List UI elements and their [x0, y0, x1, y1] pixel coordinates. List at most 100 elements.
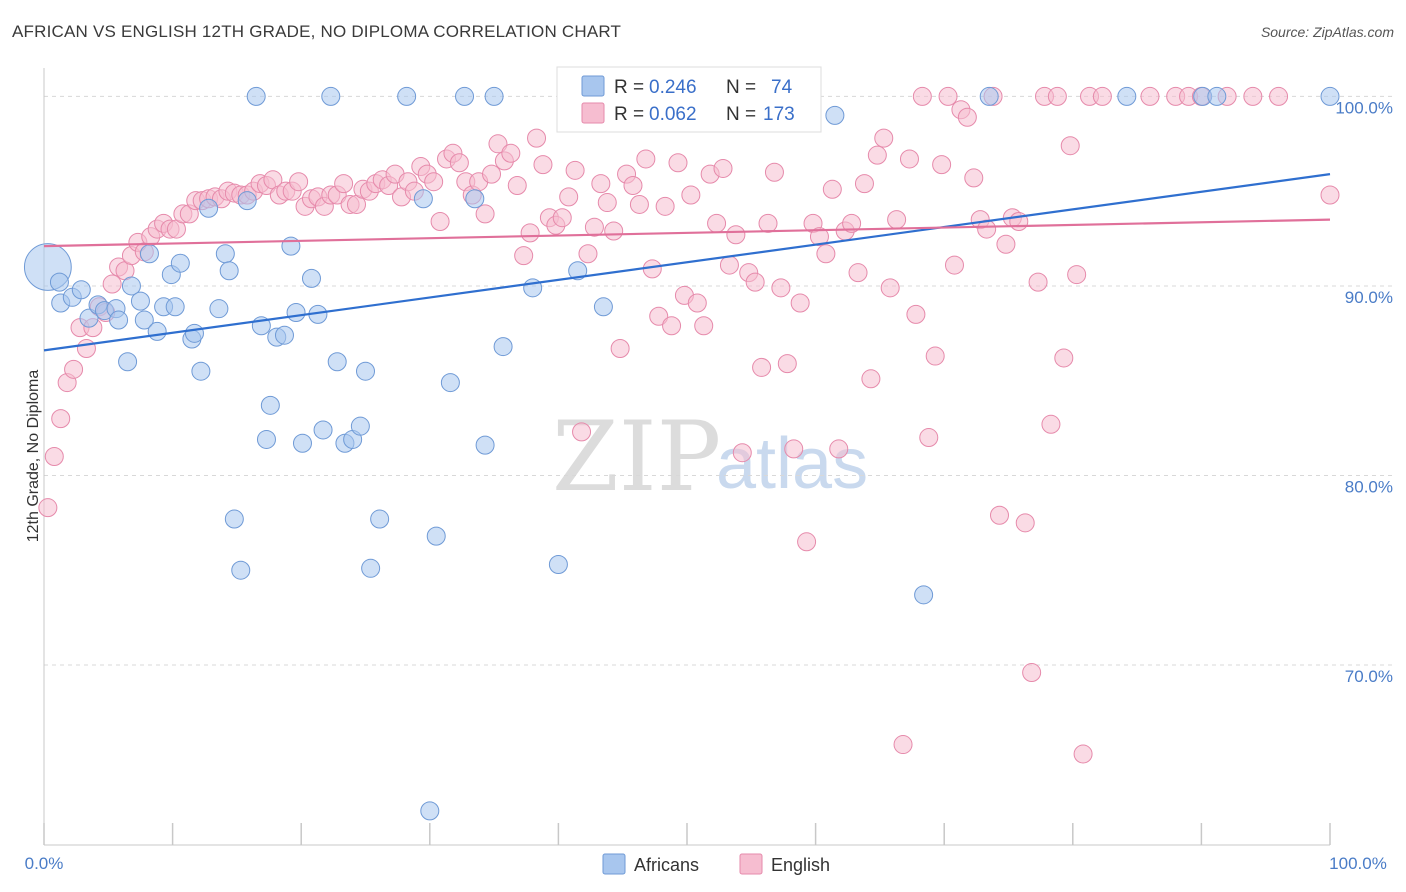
african-point-43 [327, 352, 347, 372]
african-point-32 [256, 429, 276, 449]
english-point-164 [1140, 86, 1160, 106]
english-point-77 [533, 155, 553, 175]
african-point-10 [118, 352, 138, 372]
african-point-23 [199, 198, 219, 218]
english-point-83 [572, 422, 592, 442]
watermark-zip: ZIP [552, 401, 721, 513]
african-point-13 [134, 310, 154, 330]
african-point-4 [71, 280, 91, 300]
english-point-157 [1047, 86, 1067, 106]
english-point-170 [1269, 86, 1289, 106]
english-point-102 [694, 316, 714, 336]
english-point-138 [925, 346, 945, 366]
y-tick-labels: 70.0% 80.0% 90.0% 100.0% [1335, 98, 1393, 686]
african-point-42 [321, 86, 341, 106]
english-n-label: N = [726, 104, 756, 125]
african-point-33 [260, 395, 280, 415]
english-trend-line [43, 218, 1331, 248]
african-point-19 [170, 253, 190, 273]
english-point-122 [822, 179, 842, 199]
african-point-39 [301, 268, 321, 288]
african-point-22 [191, 361, 211, 381]
african-point-50 [397, 86, 417, 106]
africans-n-value: 74 [771, 77, 793, 98]
y-tick-label-90: 90.0% [1345, 288, 1393, 307]
english-point-143 [957, 107, 977, 127]
y-tick-label-80: 80.0% [1345, 477, 1393, 496]
english-point-156 [1041, 414, 1061, 434]
african-point-59 [493, 337, 513, 357]
english-point-86 [591, 174, 611, 194]
english-n-value: 173 [763, 104, 795, 125]
african-point-24 [209, 299, 229, 319]
african-point-56 [465, 189, 485, 209]
legend-english-label: English [771, 855, 830, 875]
source-credit: Source: ZipAtlas.com [1260, 24, 1394, 40]
english-point-132 [887, 210, 907, 230]
english-point-92 [629, 194, 649, 214]
english-point-131 [880, 278, 900, 298]
english-point-85 [584, 217, 604, 237]
english-point-68 [475, 204, 495, 224]
english-point-159 [1060, 136, 1080, 156]
english-point-139 [932, 155, 952, 175]
y-axis-label: 12th Grade, No Diploma [25, 370, 42, 543]
english-point-80 [552, 208, 572, 228]
english-point-128 [861, 369, 881, 389]
african-point-30 [246, 86, 266, 106]
english-point-106 [719, 255, 739, 275]
africans-r-label: R = [614, 77, 644, 98]
english-point-100 [681, 185, 701, 205]
english-point-46 [334, 174, 354, 194]
english-point-110 [745, 272, 765, 292]
african-point-26 [219, 261, 239, 281]
african-point-52 [420, 801, 440, 821]
africans-points [23, 86, 1340, 821]
african-point-28 [231, 560, 251, 580]
english-point-121 [816, 244, 836, 264]
english-point-137 [919, 428, 939, 448]
english-point-144 [964, 168, 984, 188]
english-point-112 [758, 213, 778, 233]
english-point-10 [102, 274, 122, 294]
english-point-1 [44, 447, 64, 466]
african-point-62 [568, 261, 588, 281]
african-point-53 [426, 526, 446, 546]
legend-africans-swatch [602, 853, 626, 875]
english-point-133 [893, 735, 913, 755]
english-point-163 [1092, 86, 1112, 106]
english-point-6 [76, 338, 96, 358]
english-point-89 [610, 338, 630, 358]
english-point-108 [732, 443, 752, 463]
x-tick-label-0: 0.0% [25, 854, 64, 873]
african-point-69 [979, 86, 999, 106]
english-point-152 [1015, 513, 1035, 533]
english-point-107 [726, 225, 746, 245]
african-point-41 [313, 420, 333, 440]
english-point-158 [1054, 348, 1074, 368]
english-point-153 [1022, 663, 1042, 683]
english-point-111 [752, 357, 772, 377]
african-point-9 [109, 310, 129, 330]
english-point-154 [1028, 272, 1048, 292]
african-point-68 [914, 585, 934, 605]
english-point-141 [944, 255, 964, 275]
english-point-127 [854, 174, 874, 194]
african-trend-line [43, 173, 1331, 352]
english-point-84 [578, 244, 598, 264]
english-point-76 [527, 128, 547, 148]
african-point-54 [440, 373, 460, 393]
english-point-0 [38, 498, 58, 518]
english-point-2 [51, 409, 71, 429]
english-point-105 [713, 158, 733, 178]
english-point-148 [989, 505, 1009, 525]
english-point-149 [996, 234, 1016, 254]
english-point-136 [912, 86, 932, 106]
english-r-value: 0.062 [649, 104, 697, 125]
english-point-117 [790, 293, 810, 313]
african-point-12 [130, 291, 150, 311]
english-point-91 [623, 175, 643, 195]
legend-english-swatch [739, 853, 763, 875]
english-points [38, 86, 1340, 764]
english-point-73 [507, 175, 527, 195]
